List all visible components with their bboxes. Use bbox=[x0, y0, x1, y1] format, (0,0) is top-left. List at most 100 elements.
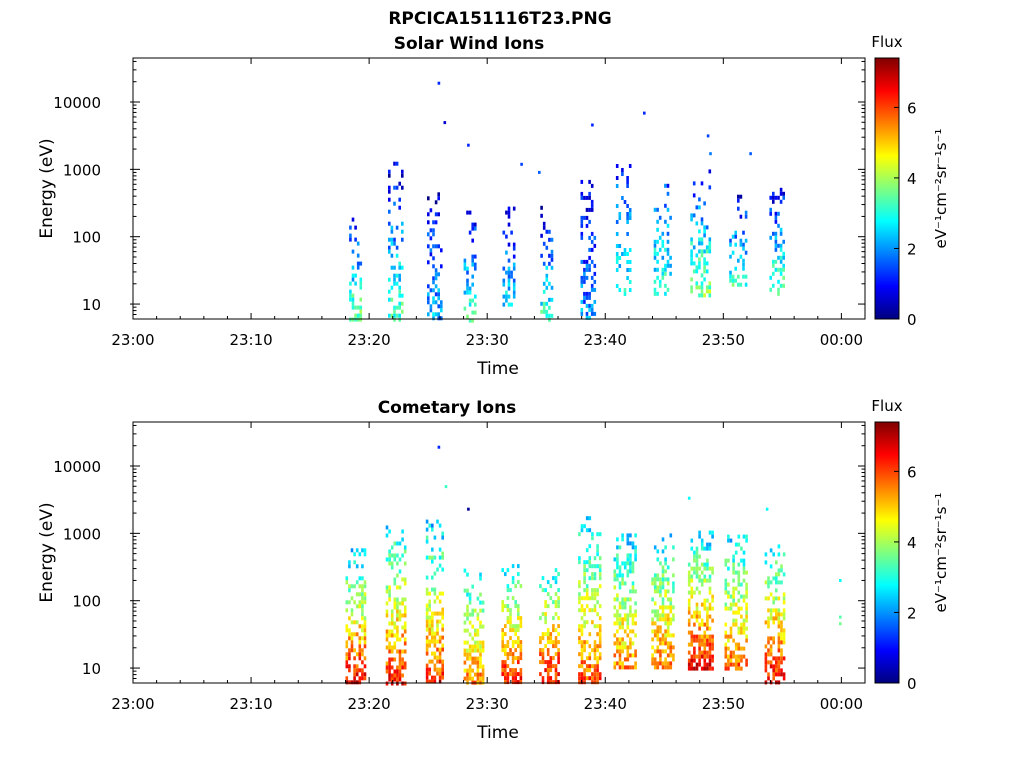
flux-cell bbox=[700, 570, 704, 575]
flux-cell bbox=[626, 252, 629, 256]
flux-cell bbox=[393, 161, 396, 166]
flux-cell bbox=[732, 654, 735, 659]
flux-cell bbox=[436, 639, 439, 644]
flux-cell bbox=[354, 313, 357, 318]
flux-cell bbox=[585, 215, 589, 220]
flux-cell bbox=[554, 652, 558, 657]
flux-cell bbox=[588, 307, 591, 312]
flux-cell bbox=[388, 669, 391, 674]
flux-cell bbox=[656, 291, 659, 296]
flux-cell bbox=[401, 661, 404, 666]
flux-cell bbox=[628, 260, 632, 264]
flux-cell bbox=[509, 616, 512, 621]
flux-cell bbox=[398, 585, 402, 590]
flux-cell bbox=[517, 580, 520, 585]
flux-cell bbox=[474, 266, 477, 271]
flux-cell bbox=[596, 544, 599, 549]
flux-cell bbox=[772, 616, 775, 621]
flux-cell bbox=[767, 580, 770, 585]
flux-cell bbox=[363, 616, 367, 621]
flux-cell bbox=[772, 259, 775, 264]
flux-cell bbox=[782, 239, 785, 244]
flux-cell bbox=[724, 622, 728, 627]
flux-cell bbox=[661, 537, 665, 542]
flux-cell bbox=[656, 609, 660, 614]
flux-cell bbox=[690, 662, 694, 667]
flux-cell bbox=[476, 668, 480, 673]
flux-cell bbox=[724, 606, 728, 611]
flux-cell bbox=[511, 668, 515, 673]
flux-cell bbox=[593, 311, 597, 316]
flux-cell bbox=[385, 669, 389, 674]
flux-cell bbox=[510, 302, 513, 307]
flux-cell bbox=[468, 644, 472, 649]
flux-cell bbox=[777, 211, 780, 216]
flux-cell bbox=[583, 588, 586, 593]
flux-cell bbox=[354, 273, 357, 278]
flux-cell bbox=[393, 601, 397, 606]
flux-cell bbox=[596, 548, 599, 553]
flux-cell bbox=[734, 230, 737, 235]
flux-cell bbox=[517, 672, 520, 677]
flux-cell bbox=[703, 233, 706, 238]
flux-cell bbox=[772, 552, 775, 557]
flux-cell bbox=[626, 665, 630, 670]
flux-cell bbox=[698, 285, 701, 290]
flux-cell bbox=[596, 632, 599, 637]
flux-cell bbox=[634, 653, 637, 658]
flux-cell bbox=[703, 562, 707, 567]
flux-cell bbox=[438, 651, 442, 656]
flux-cell bbox=[744, 214, 748, 219]
flux-cell bbox=[509, 588, 512, 593]
flux-cell bbox=[698, 650, 701, 655]
flux-cell bbox=[501, 604, 504, 609]
flux-cell bbox=[698, 554, 701, 559]
flux-cell bbox=[361, 548, 364, 553]
flux-cell bbox=[350, 648, 354, 653]
flux-cell bbox=[629, 561, 632, 566]
flux-cell bbox=[349, 237, 352, 242]
flux-cell bbox=[433, 611, 437, 616]
flux-cell bbox=[598, 632, 602, 637]
flux-cell bbox=[507, 270, 511, 275]
flux-cell bbox=[777, 195, 780, 200]
flux-cell bbox=[390, 649, 394, 654]
flux-cell bbox=[737, 574, 741, 579]
flux-cell bbox=[777, 596, 781, 601]
flux-cell bbox=[724, 666, 728, 671]
flux-cell bbox=[593, 263, 597, 268]
flux-cell bbox=[432, 264, 435, 269]
flux-cell bbox=[585, 568, 589, 573]
flux-cell bbox=[666, 247, 670, 252]
flux-cell bbox=[706, 662, 709, 667]
flux-point bbox=[839, 622, 842, 626]
flux-cell bbox=[585, 596, 589, 601]
flux-cell bbox=[358, 584, 362, 589]
flux-cell bbox=[438, 523, 442, 528]
flux-cell bbox=[729, 538, 733, 543]
flux-cell bbox=[593, 608, 597, 613]
flux-cell bbox=[745, 534, 748, 539]
flux-cell bbox=[433, 635, 437, 640]
flux-cell bbox=[656, 239, 659, 244]
flux-cell bbox=[393, 553, 397, 558]
flux-cell bbox=[438, 591, 442, 596]
flux-cell bbox=[629, 665, 632, 670]
flux-cell bbox=[471, 258, 474, 263]
flux-cell bbox=[588, 556, 592, 561]
flux-cell bbox=[363, 664, 367, 669]
flux-cell bbox=[659, 641, 662, 646]
flux-cell bbox=[664, 283, 667, 288]
flux-cell bbox=[700, 650, 704, 655]
flux-cell bbox=[438, 555, 442, 560]
flux-cell bbox=[666, 645, 670, 650]
flux-cell bbox=[390, 617, 394, 622]
flux-cell bbox=[626, 645, 630, 650]
flux-cell bbox=[742, 594, 746, 599]
flux-cell bbox=[687, 658, 691, 663]
flux-cell bbox=[395, 281, 399, 286]
flux-cell bbox=[541, 648, 545, 653]
flux-cell bbox=[583, 275, 586, 280]
flux-cell bbox=[425, 575, 429, 580]
flux-cell bbox=[734, 266, 737, 271]
